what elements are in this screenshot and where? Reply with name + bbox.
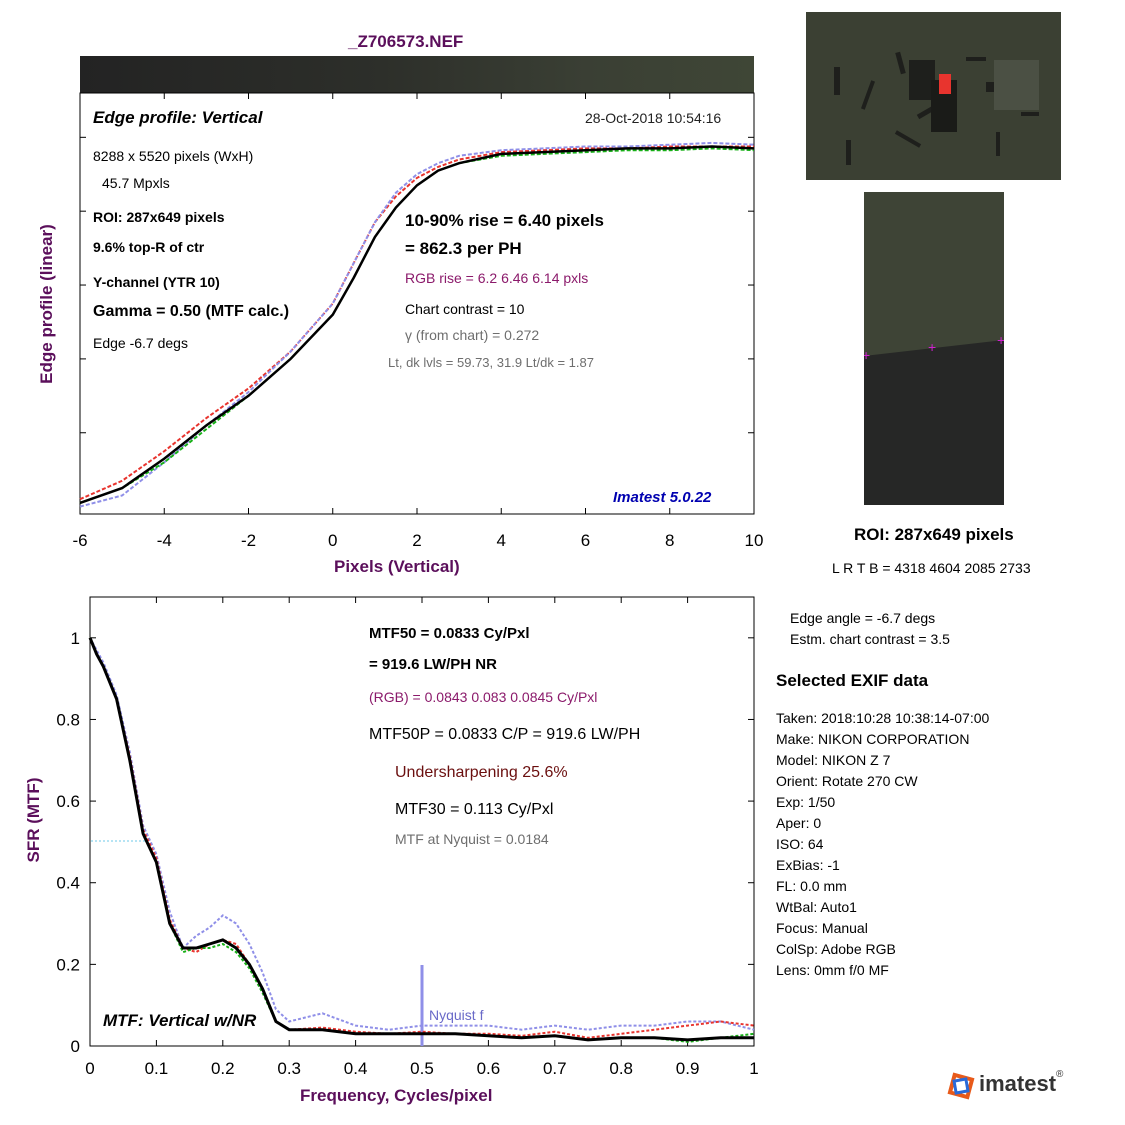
mtf-x-tick-label: 0.2 — [211, 1059, 235, 1078]
edge-x-tick-label: 2 — [412, 531, 421, 550]
edge-x-tick-label: -2 — [241, 531, 256, 550]
roi-label: ROI: 287x649 pixels — [854, 525, 1014, 544]
file-title: _Z706573.NEF — [348, 32, 464, 51]
gamma-from-chart: γ (from chart) = 0.272 — [405, 327, 540, 343]
exif-row: ColSp: Adobe RGB — [776, 941, 896, 957]
mtf-x-tick-label: 0.9 — [676, 1059, 700, 1078]
exif-row: Model: NIKON Z 7 — [776, 752, 891, 768]
edge-series-Y — [79, 145, 755, 505]
exif-row: ExBias: -1 — [776, 857, 840, 873]
nyquist-label: Nyquist f — [429, 1007, 484, 1023]
mtf-x-tick-label: 0.5 — [410, 1059, 434, 1078]
edge-x-tick-label: 8 — [665, 531, 674, 550]
exif-title: Selected EXIF data — [776, 671, 929, 690]
svg-text:+: + — [864, 347, 870, 363]
mtf-x-axis-label: Frequency, Cycles/pixel — [300, 1086, 493, 1105]
exif-row: WtBal: Auto1 — [776, 899, 857, 915]
imatest-logo-text: imatest — [979, 1071, 1057, 1096]
mtf-y-tick-label: 0.6 — [56, 792, 80, 811]
roi-image: + + + — [864, 192, 1004, 505]
mtf50-value: MTF50 = 0.0833 Cy/Pxl — [369, 625, 530, 642]
mtf50p-value: MTF50P = 0.0833 C/P = 919.6 LW/PH — [369, 726, 641, 743]
mtf-x-tick-label: 0 — [85, 1059, 94, 1078]
edge-x-tick-label: 6 — [581, 531, 590, 550]
mtf-x-tick-label: 0.1 — [145, 1059, 169, 1078]
exif-row: Lens: 0mm f/0 MF — [776, 962, 889, 978]
svg-text:+: + — [928, 339, 936, 355]
imatest-logo-icon — [947, 1072, 975, 1100]
mtf-x-tick-label: 0.4 — [344, 1059, 368, 1078]
mtf-x-tick-label: 1 — [749, 1059, 758, 1078]
edge-series-B — [79, 141, 755, 508]
exif-row: Aper: 0 — [776, 815, 822, 831]
edge-x-axis-label: Pixels (Vertical) — [334, 557, 460, 576]
mtf-panel-label: MTF: Vertical w/NR — [103, 1011, 257, 1030]
roi-size: ROI: 287x649 pixels — [93, 209, 225, 225]
mtf-y-axis-label: SFR (MTF) — [24, 777, 43, 863]
rgb-rise: RGB rise = 6.2 6.46 6.14 pxls — [405, 270, 589, 286]
undersharpening: Undersharpening 25.6% — [395, 764, 568, 781]
edge-timestamp: 28-Oct-2018 10:54:16 — [585, 110, 722, 126]
exif-row: Exp: 1/50 — [776, 794, 836, 810]
mtf-y-tick-label: 0 — [71, 1037, 80, 1056]
full-image-thumbnail — [806, 12, 1061, 180]
per-ph-value: = 862.3 per PH — [405, 239, 522, 258]
image-dimensions: 8288 x 5520 pixels (WxH) — [93, 148, 254, 164]
mtf-y-tick-label: 0.4 — [56, 874, 80, 893]
roi-chart-contrast: Estm. chart contrast = 3.5 — [790, 631, 950, 647]
edge-x-tick-label: 4 — [497, 531, 506, 550]
exif-list: Taken: 2018:10:28 10:38:14-07:00 Make: NI… — [776, 708, 989, 981]
megapixels: 45.7 Mpxls — [102, 175, 170, 191]
mtf-y-tick-label: 1 — [71, 629, 80, 648]
edge-series-R — [79, 145, 754, 501]
edge-angle: Edge -6.7 degs — [93, 335, 188, 351]
mtf50-lwph: = 919.6 LW/PH NR — [369, 656, 497, 673]
mtf-y-tick-label: 0.2 — [56, 955, 80, 974]
mtf-y-tick-label: 0.8 — [56, 710, 80, 729]
imatest-version: Imatest 5.0.22 — [613, 489, 712, 506]
mtf-x-tick-label: 0.3 — [277, 1059, 301, 1078]
exif-row: Make: NIKON CORPORATION — [776, 731, 970, 747]
svg-text:+: + — [997, 332, 1004, 348]
exif-row: ISO: 64 — [776, 836, 824, 852]
mtf-x-tick-label: 0.7 — [543, 1059, 567, 1078]
mtf50-rgb: (RGB) = 0.0843 0.083 0.0845 Cy/Pxl — [369, 689, 598, 705]
edge-panel-title: Edge profile: Vertical — [93, 108, 263, 127]
mtf-x-tick-label: 0.8 — [609, 1059, 633, 1078]
mtf-at-nyquist: MTF at Nyquist = 0.0184 — [395, 831, 549, 847]
roi-edge-angle: Edge angle = -6.7 degs — [790, 610, 936, 626]
exif-row: Taken: 2018:10:28 10:38:14-07:00 — [776, 710, 990, 726]
rise-value: 10-90% rise = 6.40 pixels — [405, 211, 604, 230]
exif-row: FL: 0.0 mm — [776, 878, 847, 894]
edge-image-strip — [80, 56, 754, 93]
mtf30-value: MTF30 = 0.113 Cy/Pxl — [395, 801, 554, 818]
edge-x-tick-label: -6 — [72, 531, 87, 550]
roi-location: 9.6% top-R of ctr — [93, 239, 205, 255]
edge-x-tick-label: 10 — [745, 531, 764, 550]
light-dark-levels: Lt, dk lvls = 59.73, 31.9 Lt/dk = 1.87 — [388, 355, 594, 370]
edge-series-G — [79, 147, 755, 504]
edge-x-tick-label: 0 — [328, 531, 337, 550]
channel: Y-channel (YTR 10) — [93, 274, 220, 290]
chart-contrast: Chart contrast = 10 — [405, 301, 525, 317]
exif-row: Focus: Manual — [776, 920, 868, 936]
exif-row: Orient: Rotate 270 CW — [776, 773, 918, 789]
edge-x-tick-label: -4 — [157, 531, 172, 550]
edge-y-axis-label: Edge profile (linear) — [37, 224, 56, 384]
gamma-value: Gamma = 0.50 (MTF calc.) — [93, 303, 290, 320]
roi-lrtb: L R T B = 4318 4604 2085 2733 — [832, 560, 1031, 576]
mtf-x-tick-label: 0.6 — [477, 1059, 501, 1078]
imatest-logo: imatest ® — [946, 1069, 1066, 1103]
